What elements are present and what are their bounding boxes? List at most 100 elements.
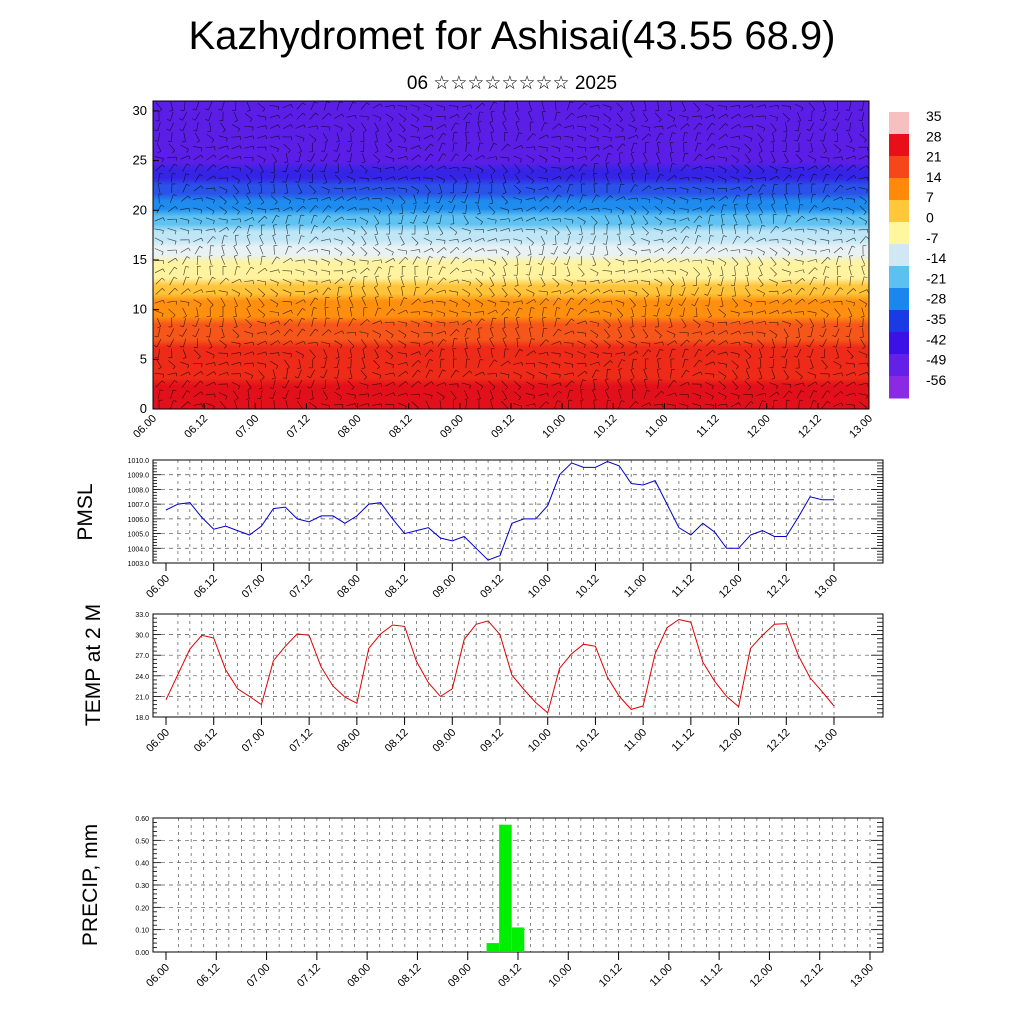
pmsl-x-tick-label: 08.12 [383, 573, 411, 601]
temp-series-line [165, 618, 835, 714]
pmsl-frame [152, 459, 884, 564]
heatmap-y-tick-label: 20 [133, 202, 147, 217]
precip-y-tick-label: 0.30 [135, 883, 149, 890]
colorbar-swatch [889, 310, 909, 333]
precip-x-tick-label: 07.00 [245, 962, 273, 990]
heatmap-x-tick-label: 07.12 [285, 413, 313, 441]
temp-x-tick-label: 08.12 [383, 727, 411, 755]
colorbar-label: 0 [926, 210, 934, 226]
precip-x-tick-label: 12.12 [798, 962, 826, 990]
temp-x-tick-label: 13.00 [812, 727, 840, 755]
pmsl-y-tick-label: 1007.0 [128, 502, 150, 509]
precip-x-tick-label: 06.00 [144, 962, 172, 990]
colorbar-swatch [889, 332, 909, 355]
heatmap-x-tick-label: 10.00 [540, 413, 568, 441]
colorbar-label: -21 [926, 270, 946, 286]
pmsl-y-tick-label: 1009.0 [128, 473, 150, 480]
pmsl-x-tick-label: 08.00 [335, 573, 363, 601]
pmsl-x-tick-label: 07.00 [240, 573, 268, 601]
colorbar-label: -28 [926, 291, 946, 307]
pmsl-y-tick-label: 1005.0 [128, 532, 150, 539]
temp-y-tick-label: 30.0 [135, 633, 149, 640]
heatmap-x-tick-label: 08.00 [336, 413, 364, 441]
colorbar-swatch [889, 288, 909, 311]
precip-bar [511, 927, 525, 952]
heatmap-x-tick-label: 12.00 [745, 413, 773, 441]
temp-x-tick-label: 09.00 [430, 727, 458, 755]
heatmap-x-tick-label: 13.00 [847, 413, 875, 441]
colorbar-label: -7 [926, 230, 939, 246]
pmsl-axis-title: PMSL [74, 483, 97, 540]
colorbar-swatch [889, 200, 909, 223]
precip-x-tick-label: 10.00 [546, 962, 574, 990]
colorbar-label: 35 [926, 108, 942, 124]
pmsl-x-tick-label: 09.00 [430, 573, 458, 601]
heatmap-panel: 0 5 10 15 20 25 30 06.00 06.12 07.00 07.12 08.00 08… [131, 100, 875, 441]
colorbar-swatch [889, 134, 909, 157]
precip-x-tick-label: 08.00 [345, 962, 373, 990]
precip-y-tick-label: 0.50 [135, 838, 149, 845]
heatmap-x-tick-label: 09.12 [489, 413, 517, 441]
heatmap-x-tick-label: 06.00 [131, 413, 159, 441]
precip-x-tick-label: 11.00 [648, 962, 675, 989]
wind-barbs [153, 101, 869, 409]
heatmap-y-axis: 0 5 10 15 20 25 30 [133, 103, 159, 416]
temp-x-tick-label: 10.00 [526, 727, 554, 755]
precip-bar [499, 824, 512, 952]
precip-x-tick-label: 09.00 [446, 962, 474, 990]
precip-panel: 0.60 0.50 0.40 0.30 0.20 0.10 0.00 06.00 06.12 07… [79, 816, 884, 990]
heatmap-x-tick-label: 07.00 [233, 413, 261, 441]
temp-y-tick-label: 33.0 [135, 612, 149, 619]
pmsl-x-tick-label: 12.00 [717, 573, 745, 601]
temp-x-tick-label: 07.12 [287, 727, 315, 755]
heatmap-x-tick-label: 12.12 [796, 413, 824, 441]
temp-x-tick-label: 07.00 [240, 727, 268, 755]
colorbar-label: -35 [926, 311, 946, 327]
temp-frame [152, 613, 884, 718]
pmsl-x-tick-label: 06.12 [192, 573, 220, 601]
temp-y-tick-label: 24.0 [135, 674, 149, 681]
pmsl-x-tick-label: 10.12 [574, 573, 602, 601]
heatmap-y-tick-label: 25 [133, 153, 147, 168]
pmsl-x-tick-label: 06.00 [144, 573, 172, 601]
pmsl-x-tick-label: 12.12 [764, 573, 792, 601]
temp-y-tick-label: 18.0 [135, 715, 149, 722]
heatmap-x-tick-label: 11.00 [643, 413, 670, 440]
pmsl-panel: 1010.0 1009.0 1008.0 1007.0 1006.0 1005.0 1004… [74, 458, 884, 601]
precip-y-tick-label: 0.00 [135, 950, 149, 957]
precip-x-tick-label: 06.12 [194, 962, 222, 990]
colorbar-label: -42 [926, 331, 946, 347]
heatmap-y-tick-label: 30 [133, 103, 147, 118]
heatmap-x-tick-label: 06.12 [182, 413, 210, 441]
temp-x-tick-label: 09.12 [478, 727, 506, 755]
colorbar-label: -56 [926, 372, 946, 388]
pmsl-x-tick-label: 13.00 [812, 573, 840, 601]
precip-x-tick-label: 09.12 [496, 962, 524, 990]
pmsl-x-tick-label: 07.12 [287, 573, 315, 601]
temp-x-tick-label: 08.00 [335, 727, 363, 755]
temp-x-tick-label: 06.00 [144, 727, 172, 755]
precip-axis-title: PRECIP, mm [79, 824, 102, 946]
heatmap-x-tick-label: 10.12 [591, 413, 619, 441]
temp-x-tick-label: 11.00 [622, 727, 649, 754]
colorbar-swatch [889, 222, 909, 245]
colorbar: 35 28 21 14 7 0 -7 -14 -21 -28 -35 -42 -49 -56 [889, 108, 946, 399]
precip-y-tick-label: 0.60 [135, 816, 149, 823]
pmsl-y-tick-label: 1006.0 [128, 517, 150, 524]
pmsl-y-tick-label: 1003.0 [128, 561, 150, 568]
heatmap-y-tick-label: 10 [133, 302, 147, 317]
heatmap-y-tick-label: 15 [133, 252, 147, 267]
chart-title: Kazhydromet for Ashisai(43.55 68.9) [188, 14, 836, 58]
pmsl-x-tick-label: 11.12 [670, 573, 697, 600]
temp-y-tick-label: 27.0 [135, 653, 149, 660]
precip-x-tick-label: 12.00 [748, 962, 776, 990]
precip-bar [486, 943, 500, 952]
pmsl-y-tick-label: 1010.0 [128, 458, 150, 465]
pmsl-y-tick-label: 1004.0 [128, 546, 150, 553]
precip-x-tick-label: 10.12 [597, 962, 625, 990]
precip-y-tick-label: 0.20 [135, 905, 149, 912]
colorbar-swatch [889, 354, 909, 377]
precip-x-tick-label: 07.12 [295, 962, 323, 990]
pmsl-series-line [165, 460, 834, 561]
